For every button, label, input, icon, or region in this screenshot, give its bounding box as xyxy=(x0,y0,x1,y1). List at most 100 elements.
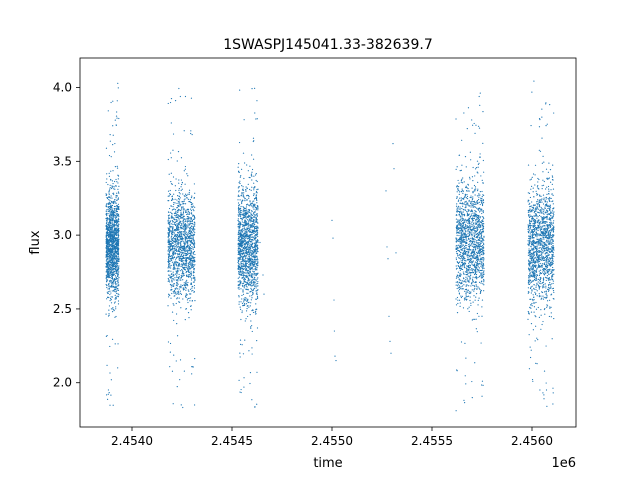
data-point xyxy=(239,306,241,308)
data-point xyxy=(241,311,243,314)
data-point xyxy=(114,343,116,345)
data-point xyxy=(193,221,195,223)
data-point xyxy=(117,238,119,240)
data-point xyxy=(255,190,258,193)
data-point xyxy=(181,207,183,209)
data-point xyxy=(247,212,249,215)
data-point xyxy=(107,241,109,243)
data-point xyxy=(480,245,482,248)
data-point xyxy=(246,242,248,244)
data-point xyxy=(462,224,464,226)
data-point xyxy=(188,220,190,222)
data-point xyxy=(179,197,181,199)
data-point xyxy=(111,222,113,224)
data-point xyxy=(245,261,247,263)
data-point xyxy=(179,193,181,195)
data-point xyxy=(184,183,186,185)
data-point xyxy=(182,262,184,264)
data-point xyxy=(179,379,181,381)
data-point xyxy=(249,219,251,221)
data-point xyxy=(117,269,119,271)
data-point xyxy=(251,297,253,299)
data-point xyxy=(184,231,186,233)
data-point xyxy=(249,205,251,207)
data-point xyxy=(191,290,193,292)
data-point xyxy=(185,227,187,230)
data-point xyxy=(117,198,119,200)
data-point xyxy=(183,274,185,277)
data-point xyxy=(113,263,115,266)
data-point xyxy=(250,189,252,191)
data-point xyxy=(251,285,253,287)
data-point xyxy=(238,215,240,217)
data-point xyxy=(239,240,242,242)
data-point xyxy=(240,168,243,170)
data-point xyxy=(242,289,244,291)
data-point xyxy=(116,195,118,197)
data-point xyxy=(171,275,173,278)
data-point xyxy=(186,242,189,244)
data-point xyxy=(179,205,181,207)
data-point xyxy=(243,240,245,242)
data-point xyxy=(106,284,108,287)
data-point xyxy=(107,257,109,259)
data-point xyxy=(181,206,183,208)
data-point xyxy=(469,233,471,235)
data-point xyxy=(110,225,112,227)
data-point xyxy=(480,228,482,231)
data-point xyxy=(250,243,252,245)
data-point xyxy=(113,151,116,153)
data-point xyxy=(173,235,176,237)
data-point xyxy=(109,240,111,243)
data-point xyxy=(478,196,480,198)
data-point xyxy=(253,216,255,218)
data-point xyxy=(178,179,180,181)
data-point xyxy=(108,313,110,315)
data-point xyxy=(254,87,256,89)
data-point xyxy=(255,235,257,237)
data-point xyxy=(175,214,177,217)
data-point xyxy=(176,233,178,236)
data-point xyxy=(237,226,239,228)
data-point xyxy=(175,284,178,286)
data-point xyxy=(237,219,239,221)
data-point xyxy=(244,242,246,245)
data-point xyxy=(240,175,242,177)
data-point xyxy=(105,254,107,256)
data-point xyxy=(190,237,192,240)
data-point xyxy=(112,404,114,406)
data-point xyxy=(112,257,114,260)
data-point xyxy=(107,292,109,295)
data-point xyxy=(255,298,257,300)
data-point xyxy=(188,237,190,239)
data-point xyxy=(255,118,257,120)
data-point xyxy=(189,233,192,235)
data-point xyxy=(109,201,111,203)
data-point xyxy=(108,172,110,174)
data-point xyxy=(251,256,254,258)
data-point xyxy=(256,239,259,241)
data-point xyxy=(117,203,120,205)
data-point xyxy=(106,275,109,277)
data-point xyxy=(191,366,194,368)
data-point xyxy=(187,270,189,272)
data-point xyxy=(185,282,187,284)
data-point xyxy=(107,229,109,231)
data-point xyxy=(180,179,183,181)
data-point xyxy=(185,294,187,296)
data-point xyxy=(251,214,254,216)
data-point xyxy=(237,277,239,279)
data-point xyxy=(244,200,246,202)
data-point xyxy=(192,208,194,210)
data-point xyxy=(168,261,170,263)
data-point xyxy=(184,295,187,298)
data-point xyxy=(238,163,240,165)
data-point xyxy=(239,208,242,210)
data-point xyxy=(245,297,247,299)
data-point xyxy=(115,257,118,259)
data-point xyxy=(171,223,173,225)
data-point xyxy=(113,272,115,274)
data-point xyxy=(189,220,192,223)
data-point xyxy=(169,217,171,219)
data-point xyxy=(239,199,241,201)
